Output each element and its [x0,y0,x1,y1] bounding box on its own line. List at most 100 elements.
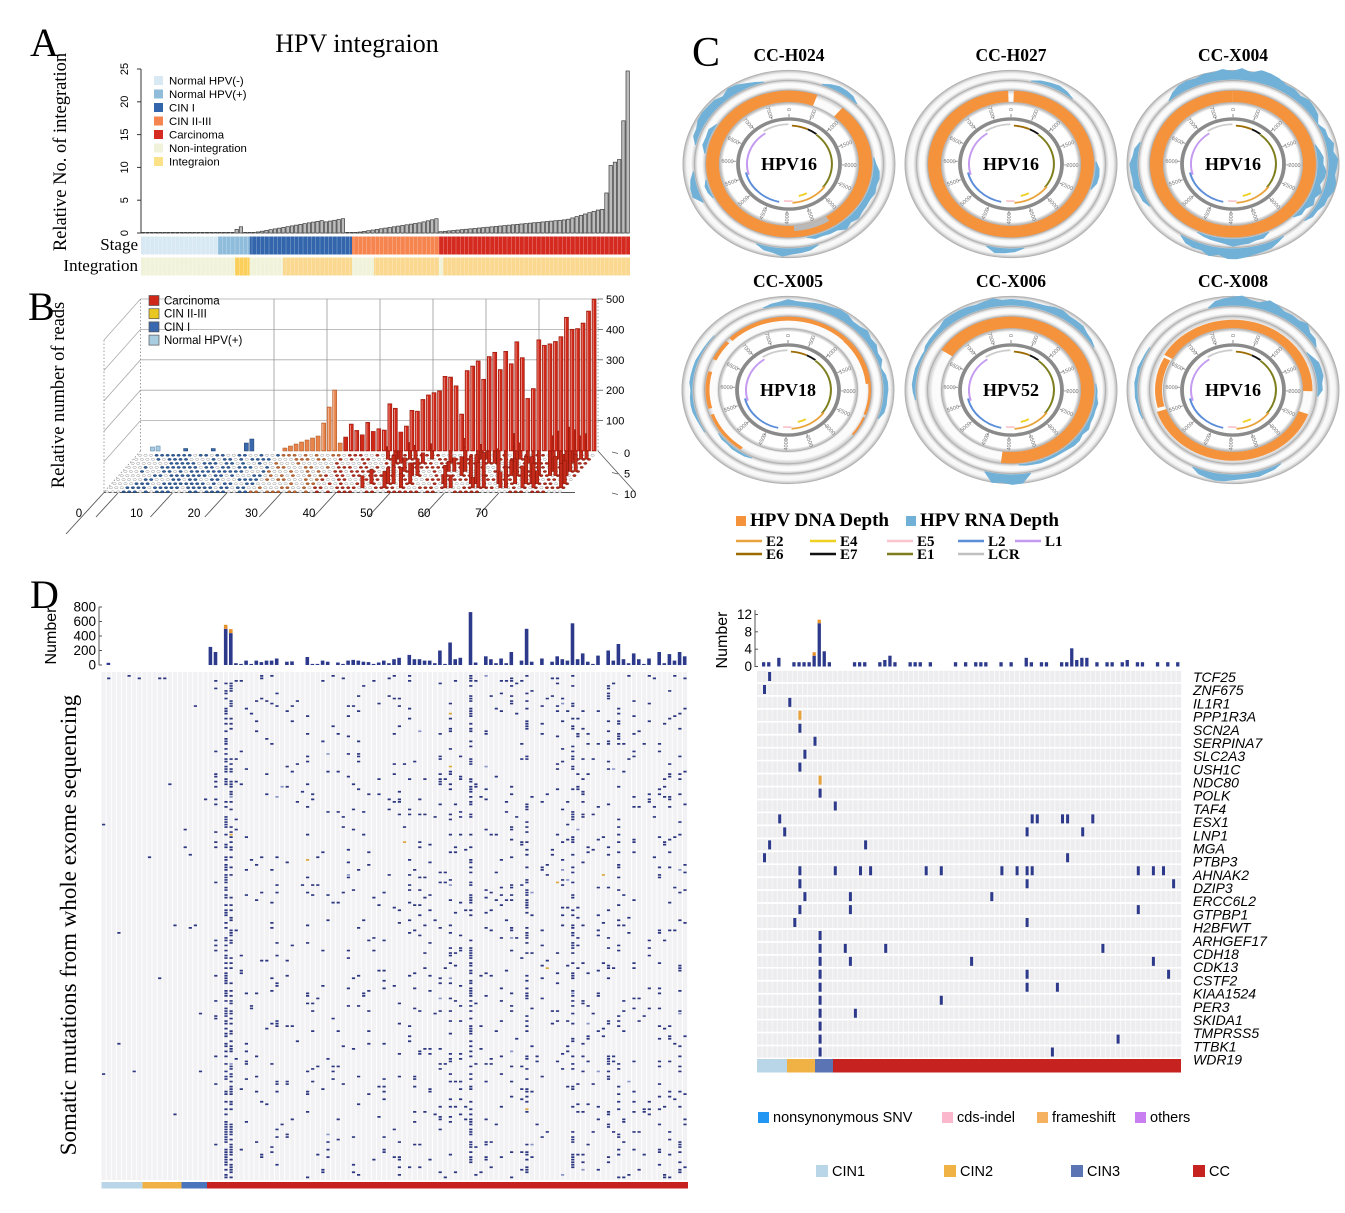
svg-text:800: 800 [73,600,96,615]
svg-text:Integration: Integration [63,256,138,275]
svg-text:H2BFWT: H2BFWT [1193,920,1252,936]
svg-text:Somatic mutations from whole e: Somatic mutations from whole exome seque… [56,694,81,1155]
svg-text:PPP1R3A: PPP1R3A [1193,709,1256,725]
svg-text:4: 4 [744,642,752,657]
svg-text:0: 0 [1231,334,1237,337]
svg-text:500: 500 [1031,335,1040,346]
svg-text:5500: 5500 [725,178,739,188]
svg-text:1500: 1500 [1062,140,1076,150]
svg-text:0: 0 [624,448,630,460]
svg-text:500: 500 [1253,109,1262,120]
svg-text:E6: E6 [766,547,784,563]
svg-text:2000: 2000 [843,389,855,395]
svg-text:6500: 6500 [725,362,739,373]
svg-text:CC-H024: CC-H024 [754,45,825,65]
svg-text:CDH18: CDH18 [1193,946,1239,962]
svg-text:CIN II-III: CIN II-III [164,309,207,321]
svg-text:Stage: Stage [100,235,138,254]
svg-text:CC: CC [1209,1164,1230,1180]
svg-text:DZIP3: DZIP3 [1193,880,1233,896]
svg-text:2500: 2500 [1282,408,1296,418]
svg-text:1500: 1500 [1284,366,1298,376]
svg-text:4000: 4000 [1228,438,1234,450]
svg-text:POLK: POLK [1193,788,1231,804]
svg-text:Number: Number [43,607,60,665]
svg-text:40: 40 [303,508,316,520]
svg-text:frameshift: frameshift [1052,1110,1116,1126]
svg-text:7500: 7500 [986,332,995,346]
svg-text:D: D [30,575,59,617]
svg-text:0: 0 [76,508,82,520]
svg-text:Non-integration: Non-integration [169,143,247,155]
svg-text:60: 60 [418,508,431,520]
svg-text:4500: 4500 [758,433,769,447]
svg-text:E5: E5 [917,534,935,550]
svg-text:LNP1: LNP1 [1193,827,1228,843]
svg-text:20: 20 [119,96,131,108]
svg-text:nonsynonymous SNV: nonsynonymous SNV [773,1110,913,1126]
svg-text:Normal HPV(-): Normal HPV(-) [169,75,244,87]
svg-text:10: 10 [624,489,636,501]
svg-text:Carcinoma: Carcinoma [169,129,225,141]
svg-text:0: 0 [119,230,131,236]
svg-text:6000: 6000 [943,159,956,166]
svg-text:30: 30 [245,508,258,520]
svg-text:7500: 7500 [986,106,995,120]
svg-text:HPV16: HPV16 [1205,380,1261,400]
svg-text:CSTF2: CSTF2 [1193,972,1238,988]
svg-text:50: 50 [360,508,373,520]
svg-text:TTBK1: TTBK1 [1193,1038,1237,1054]
svg-text:Number: Number [714,611,731,669]
svg-text:5500: 5500 [1169,404,1183,414]
svg-text:HPV DNA Depth: HPV DNA Depth [750,510,889,531]
svg-text:CIN I: CIN I [169,102,195,114]
svg-text:4000: 4000 [1006,212,1012,224]
svg-text:500: 500 [808,335,817,346]
svg-text:A: A [30,20,59,65]
svg-text:400: 400 [73,629,96,644]
svg-text:Integraion: Integraion [169,156,220,168]
svg-text:L2: L2 [988,534,1006,550]
svg-text:NDC80: NDC80 [1193,775,1239,791]
svg-text:PER3: PER3 [1193,999,1230,1015]
svg-text:0: 0 [786,334,792,337]
svg-text:2500: 2500 [837,408,851,418]
svg-text:6500: 6500 [948,136,962,147]
svg-text:SLC2A3: SLC2A3 [1193,748,1245,764]
svg-text:CC-X008: CC-X008 [1198,271,1268,291]
svg-text:SERPINA7: SERPINA7 [1193,735,1263,751]
svg-text:4500: 4500 [759,207,770,221]
svg-text:1500: 1500 [1284,140,1298,150]
svg-text:2500: 2500 [838,182,852,192]
svg-text:Normal HPV(+): Normal HPV(+) [169,89,247,101]
svg-text:2500: 2500 [1060,408,1074,418]
svg-text:500: 500 [1031,109,1040,120]
svg-text:HPV RNA Depth: HPV RNA Depth [920,510,1059,531]
svg-text:CIN I: CIN I [164,322,190,334]
svg-text:E2: E2 [766,534,784,550]
svg-text:E4: E4 [840,534,858,550]
svg-text:300: 300 [606,355,624,367]
svg-text:4500: 4500 [981,207,992,221]
svg-text:10: 10 [119,161,131,173]
svg-text:ESX1: ESX1 [1193,814,1229,830]
svg-text:0: 0 [787,108,793,111]
svg-text:HPV16: HPV16 [1205,154,1261,174]
svg-text:6000: 6000 [1165,159,1178,166]
svg-text:4000: 4000 [783,438,789,450]
svg-text:WDR19: WDR19 [1193,1052,1242,1068]
svg-text:7500: 7500 [1208,106,1217,120]
svg-text:3500: 3500 [1249,434,1259,448]
svg-text:B: B [28,284,55,329]
svg-text:12: 12 [737,607,752,622]
svg-text:15: 15 [119,128,131,140]
svg-text:4000: 4000 [784,212,790,224]
svg-text:others: others [1150,1110,1190,1126]
svg-text:8: 8 [744,624,752,639]
svg-text:5500: 5500 [947,178,961,188]
svg-text:HPV integraion: HPV integraion [275,29,438,58]
svg-text:6500: 6500 [1170,136,1184,147]
svg-text:7500: 7500 [764,106,773,120]
svg-text:CC-H027: CC-H027 [976,45,1047,65]
svg-text:2000: 2000 [1288,389,1300,395]
